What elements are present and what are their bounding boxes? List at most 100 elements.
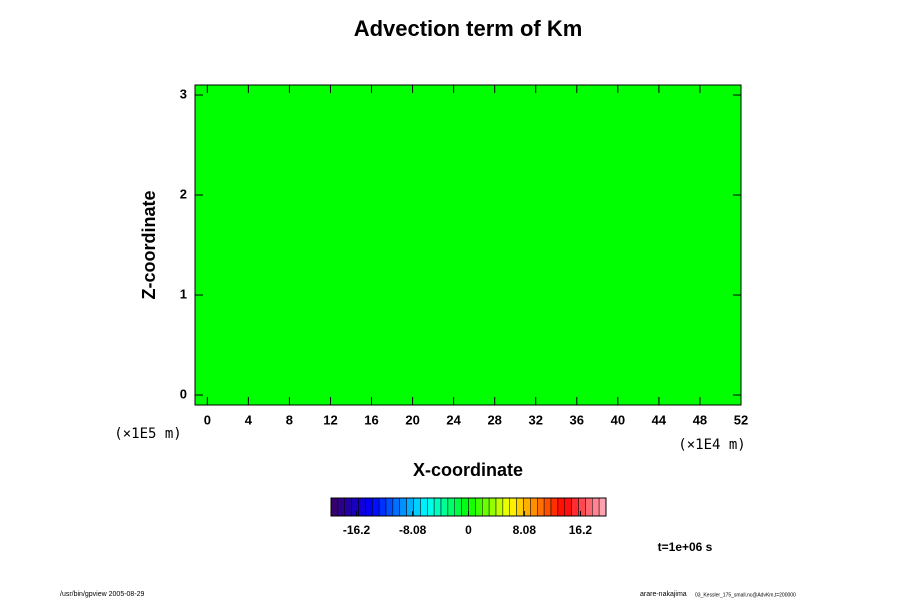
colorbar-tick-label: -8.08 — [399, 523, 427, 537]
heat-cell — [515, 85, 578, 126]
colorbar-swatch — [543, 497, 552, 517]
colorbar-swatch — [578, 497, 586, 517]
heat-cell — [195, 245, 270, 286]
heat-cell — [195, 365, 270, 406]
colorbar-swatch — [413, 497, 421, 517]
heat-cell — [576, 245, 639, 286]
heat-cell — [392, 245, 455, 286]
heat-cell — [392, 125, 455, 166]
heat-cell — [195, 165, 270, 206]
colorbar-swatch — [564, 497, 572, 517]
colorbar-tick-label: 0 — [465, 523, 472, 537]
chart-title: Advection term of Km — [354, 16, 583, 41]
x-unit: (×1E4 m) — [678, 437, 745, 453]
heat-cell — [576, 125, 639, 166]
heat-cell — [515, 285, 578, 326]
heat-cell — [515, 365, 578, 406]
colorbar-swatch — [475, 497, 483, 517]
heat-cell — [268, 205, 331, 246]
x-tick-label: 32 — [529, 412, 543, 427]
heat-cell — [195, 325, 270, 366]
heat-cell — [576, 85, 639, 126]
colorbar-swatch — [585, 497, 593, 517]
colorbar-swatch — [530, 497, 538, 517]
heat-cell — [576, 165, 639, 206]
x-tick-label: 20 — [405, 412, 419, 427]
x-tick-label: 12 — [323, 412, 337, 427]
heat-cell — [515, 125, 578, 166]
heat-cell — [330, 325, 393, 366]
y-tick-label: 1 — [180, 286, 187, 301]
heat-cell — [453, 285, 516, 326]
x-tick-label: 28 — [487, 412, 501, 427]
colorbar-swatch — [330, 497, 339, 517]
colorbar-swatch — [509, 497, 517, 517]
heat-cell — [453, 85, 516, 126]
heat-cell — [392, 365, 455, 406]
heat-cell — [268, 85, 331, 126]
heat-cell — [638, 205, 742, 246]
heat-cell — [268, 325, 331, 366]
heat-cell — [392, 285, 455, 326]
heat-cell — [638, 325, 742, 366]
x-tick-label: 16 — [364, 412, 378, 427]
x-tick-label: 48 — [693, 412, 707, 427]
heat-cell — [638, 285, 742, 326]
colorbar-swatch — [488, 497, 497, 517]
heat-cell — [195, 285, 270, 326]
colorbar-swatch — [372, 497, 380, 517]
heat-cell — [576, 325, 639, 366]
heat-cell — [453, 205, 516, 246]
time-label: t=1e+06 s — [658, 540, 713, 554]
heat-cell — [638, 365, 742, 406]
colorbar-swatch — [358, 497, 366, 517]
heat-cell — [268, 285, 331, 326]
heat-cell — [453, 245, 516, 286]
y-tick-label: 2 — [180, 186, 187, 201]
heat-cell — [453, 325, 516, 366]
heat-cell — [330, 365, 393, 406]
x-tick-label: 0 — [204, 412, 211, 427]
colorbar-swatch — [344, 497, 352, 517]
y-unit: (×1E5 m) — [114, 426, 181, 442]
heat-cell — [576, 205, 639, 246]
heat-cell — [638, 165, 742, 206]
heat-cell — [392, 85, 455, 126]
colorbar-tick-label: -16.2 — [343, 523, 371, 537]
heat-cell — [515, 165, 578, 206]
heat-cell — [195, 205, 270, 246]
heat-cell — [453, 125, 516, 166]
colorbar-swatch — [378, 497, 387, 517]
x-tick-label: 36 — [570, 412, 584, 427]
heat-cell — [515, 325, 578, 366]
heat-cell — [330, 245, 393, 286]
colorbar-swatch — [495, 497, 504, 517]
x-tick-label: 52 — [734, 412, 748, 427]
colorbar-swatch — [420, 497, 428, 517]
colorbar-swatch — [337, 497, 345, 517]
heat-cell — [392, 205, 455, 246]
heat-cell — [195, 125, 270, 166]
colorbar-swatch — [550, 497, 559, 517]
heat-cell — [638, 85, 742, 126]
colorbar-swatch — [461, 497, 469, 517]
heat-cell — [330, 85, 393, 126]
colorbar-swatch — [537, 497, 545, 517]
colorbar-swatch — [440, 497, 449, 517]
heat-cell — [576, 365, 639, 406]
heat-cell — [638, 245, 742, 286]
colorbar-swatch — [516, 497, 524, 517]
heat-cell — [638, 125, 742, 166]
footer-left: /usr/bin/gpview 2005-08-29 — [60, 591, 145, 598]
colorbar-swatch — [571, 497, 579, 517]
colorbar-swatch — [399, 497, 407, 517]
footer-right-small: 03_Kessler_175_small.nc@AdvKm,t=200000 — [695, 592, 796, 598]
colorbar-swatch — [454, 497, 462, 517]
colorbar-swatch — [502, 497, 510, 517]
heat-cell — [453, 365, 516, 406]
heat-cell — [392, 165, 455, 206]
x-tick-label: 8 — [286, 412, 293, 427]
colorbar-swatch — [447, 497, 455, 517]
footer-right: arare-nakajima — [640, 591, 687, 598]
